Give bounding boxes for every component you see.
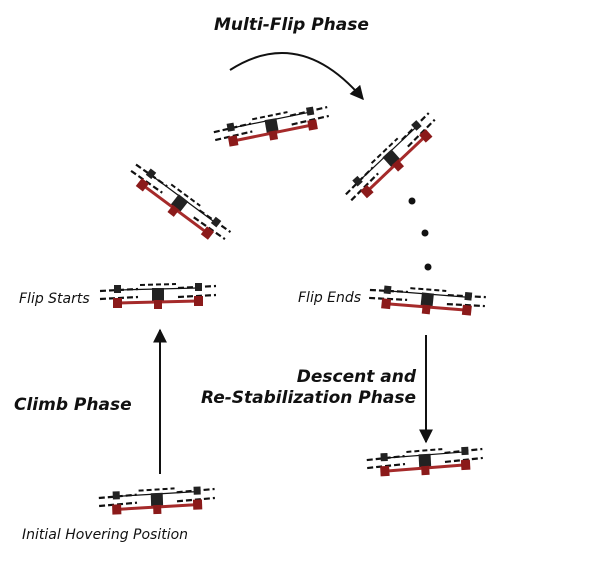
flip-starts-label: Flip Starts (19, 291, 90, 307)
quadrotor-icon (339, 109, 446, 210)
quadrotor-icon (210, 102, 333, 152)
quadrotor-icon (123, 156, 234, 252)
descent-phase-label-line2: Re-Stabilization Phase (200, 388, 416, 408)
quadrotor-icon (98, 281, 218, 311)
quadrotor-icon (97, 484, 217, 518)
descent-phase-label-line1: Descent and (296, 367, 416, 387)
flip-ends-label: Flip Ends (298, 290, 362, 306)
climb-phase-label: Climb Phase (14, 395, 132, 415)
quadrotor-icon (366, 280, 488, 322)
initial-hovering-label: Initial Hovering Position (22, 527, 189, 543)
arrow-icon (229, 51, 364, 101)
continuation-dots-icon (408, 197, 432, 271)
quadrotor-icon (364, 444, 486, 480)
multi-flip-phase-label: Multi-Flip Phase (214, 15, 369, 35)
